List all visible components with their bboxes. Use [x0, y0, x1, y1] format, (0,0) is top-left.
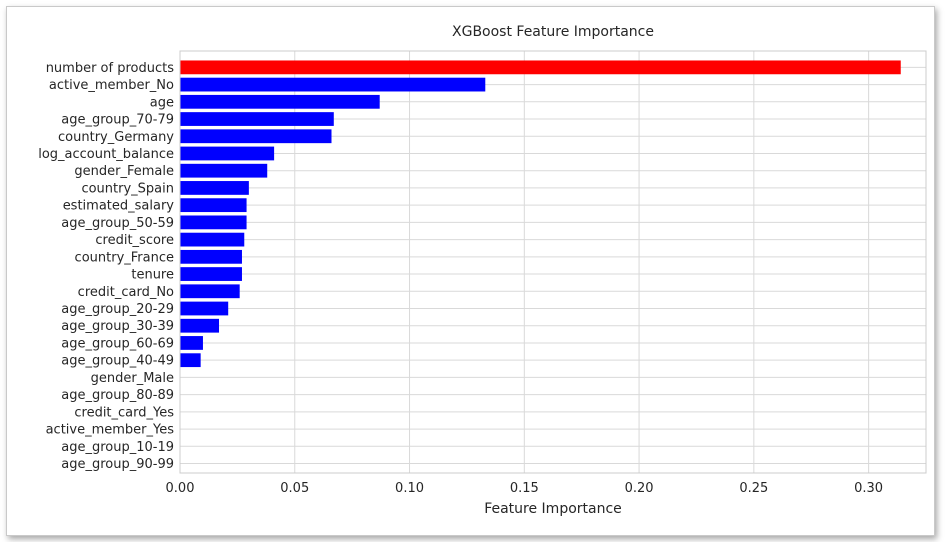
bar-credit-score	[180, 232, 245, 247]
bar-country-germany	[180, 129, 332, 144]
bar-estimated-salary	[180, 198, 247, 213]
bar-country-spain	[180, 181, 249, 195]
y-tick-label: estimated_salary	[63, 199, 175, 214]
bar-active-member-no	[180, 77, 486, 92]
y-tick-label: tenure	[131, 268, 174, 283]
y-tick-label: credit_card_Yes	[74, 405, 174, 420]
y-tick-label: age_group_20-29	[61, 302, 174, 317]
bar-gender-female	[180, 163, 268, 178]
bar-age-group-30-39	[180, 318, 220, 333]
y-tick-label: country_Germany	[58, 130, 174, 145]
x-tick-label: 0.00	[166, 481, 195, 496]
x-tick-label: 0.15	[510, 481, 539, 496]
y-tick-label: credit_score	[95, 233, 174, 248]
bar-tenure	[180, 267, 242, 281]
bar-age-group-50-59	[180, 215, 247, 230]
y-tick-label: age	[150, 95, 174, 110]
y-tick-label: credit_card_No	[78, 285, 174, 300]
y-tick-label: active_member_No	[49, 78, 174, 93]
x-axis-label: Feature Importance	[484, 501, 622, 517]
bars	[180, 60, 901, 368]
bar-number-of-products	[180, 60, 901, 75]
y-tick-label: log_account_balance	[38, 147, 174, 162]
x-tick-label: 0.20	[625, 481, 654, 496]
x-tick-label: 0.30	[854, 481, 883, 496]
x-tick-label: 0.25	[739, 481, 768, 496]
y-tick-label: age_group_60-69	[61, 336, 174, 351]
plot-area-border	[179, 50, 927, 474]
bar-age-group-60-69	[180, 336, 203, 350]
y-tick-label: age_group_30-39	[61, 319, 174, 334]
x-tick-label: 0.10	[395, 481, 424, 496]
bar-age-group-40-49	[180, 353, 201, 368]
bar-age	[180, 94, 380, 109]
y-tick-label: age_group_50-59	[61, 216, 174, 231]
bar-age-group-70-79	[180, 112, 334, 126]
y-tick-label: country_Spain	[81, 181, 174, 196]
y-tick-label: age_group_10-19	[61, 440, 174, 455]
bar-country-france	[180, 249, 242, 264]
x-tick-labels: 0.00 0.05 0.10 0.15 0.20 0.25 0.30	[166, 481, 884, 496]
x-tick-label: 0.05	[280, 481, 309, 496]
chart-title: XGBoost Feature Importance	[452, 24, 654, 40]
bar-log-account-balance	[180, 146, 275, 161]
y-tick-label: age_group_80-89	[61, 388, 174, 403]
y-tick-label: gender_Male	[91, 371, 174, 386]
bar-age-group-20-29	[180, 301, 229, 316]
y-tick-label: active_member_Yes	[46, 423, 175, 438]
y-tick-label: age_group_90-99	[61, 457, 174, 472]
y-tick-label: country_France	[75, 250, 174, 265]
y-tick-label: age_group_40-49	[61, 354, 174, 369]
y-tick-label: gender_Female	[74, 164, 174, 179]
bar-credit-card-no	[180, 284, 240, 299]
y-tick-label: age_group_70-79	[61, 113, 174, 128]
y-tick-label: number of products	[46, 61, 175, 76]
